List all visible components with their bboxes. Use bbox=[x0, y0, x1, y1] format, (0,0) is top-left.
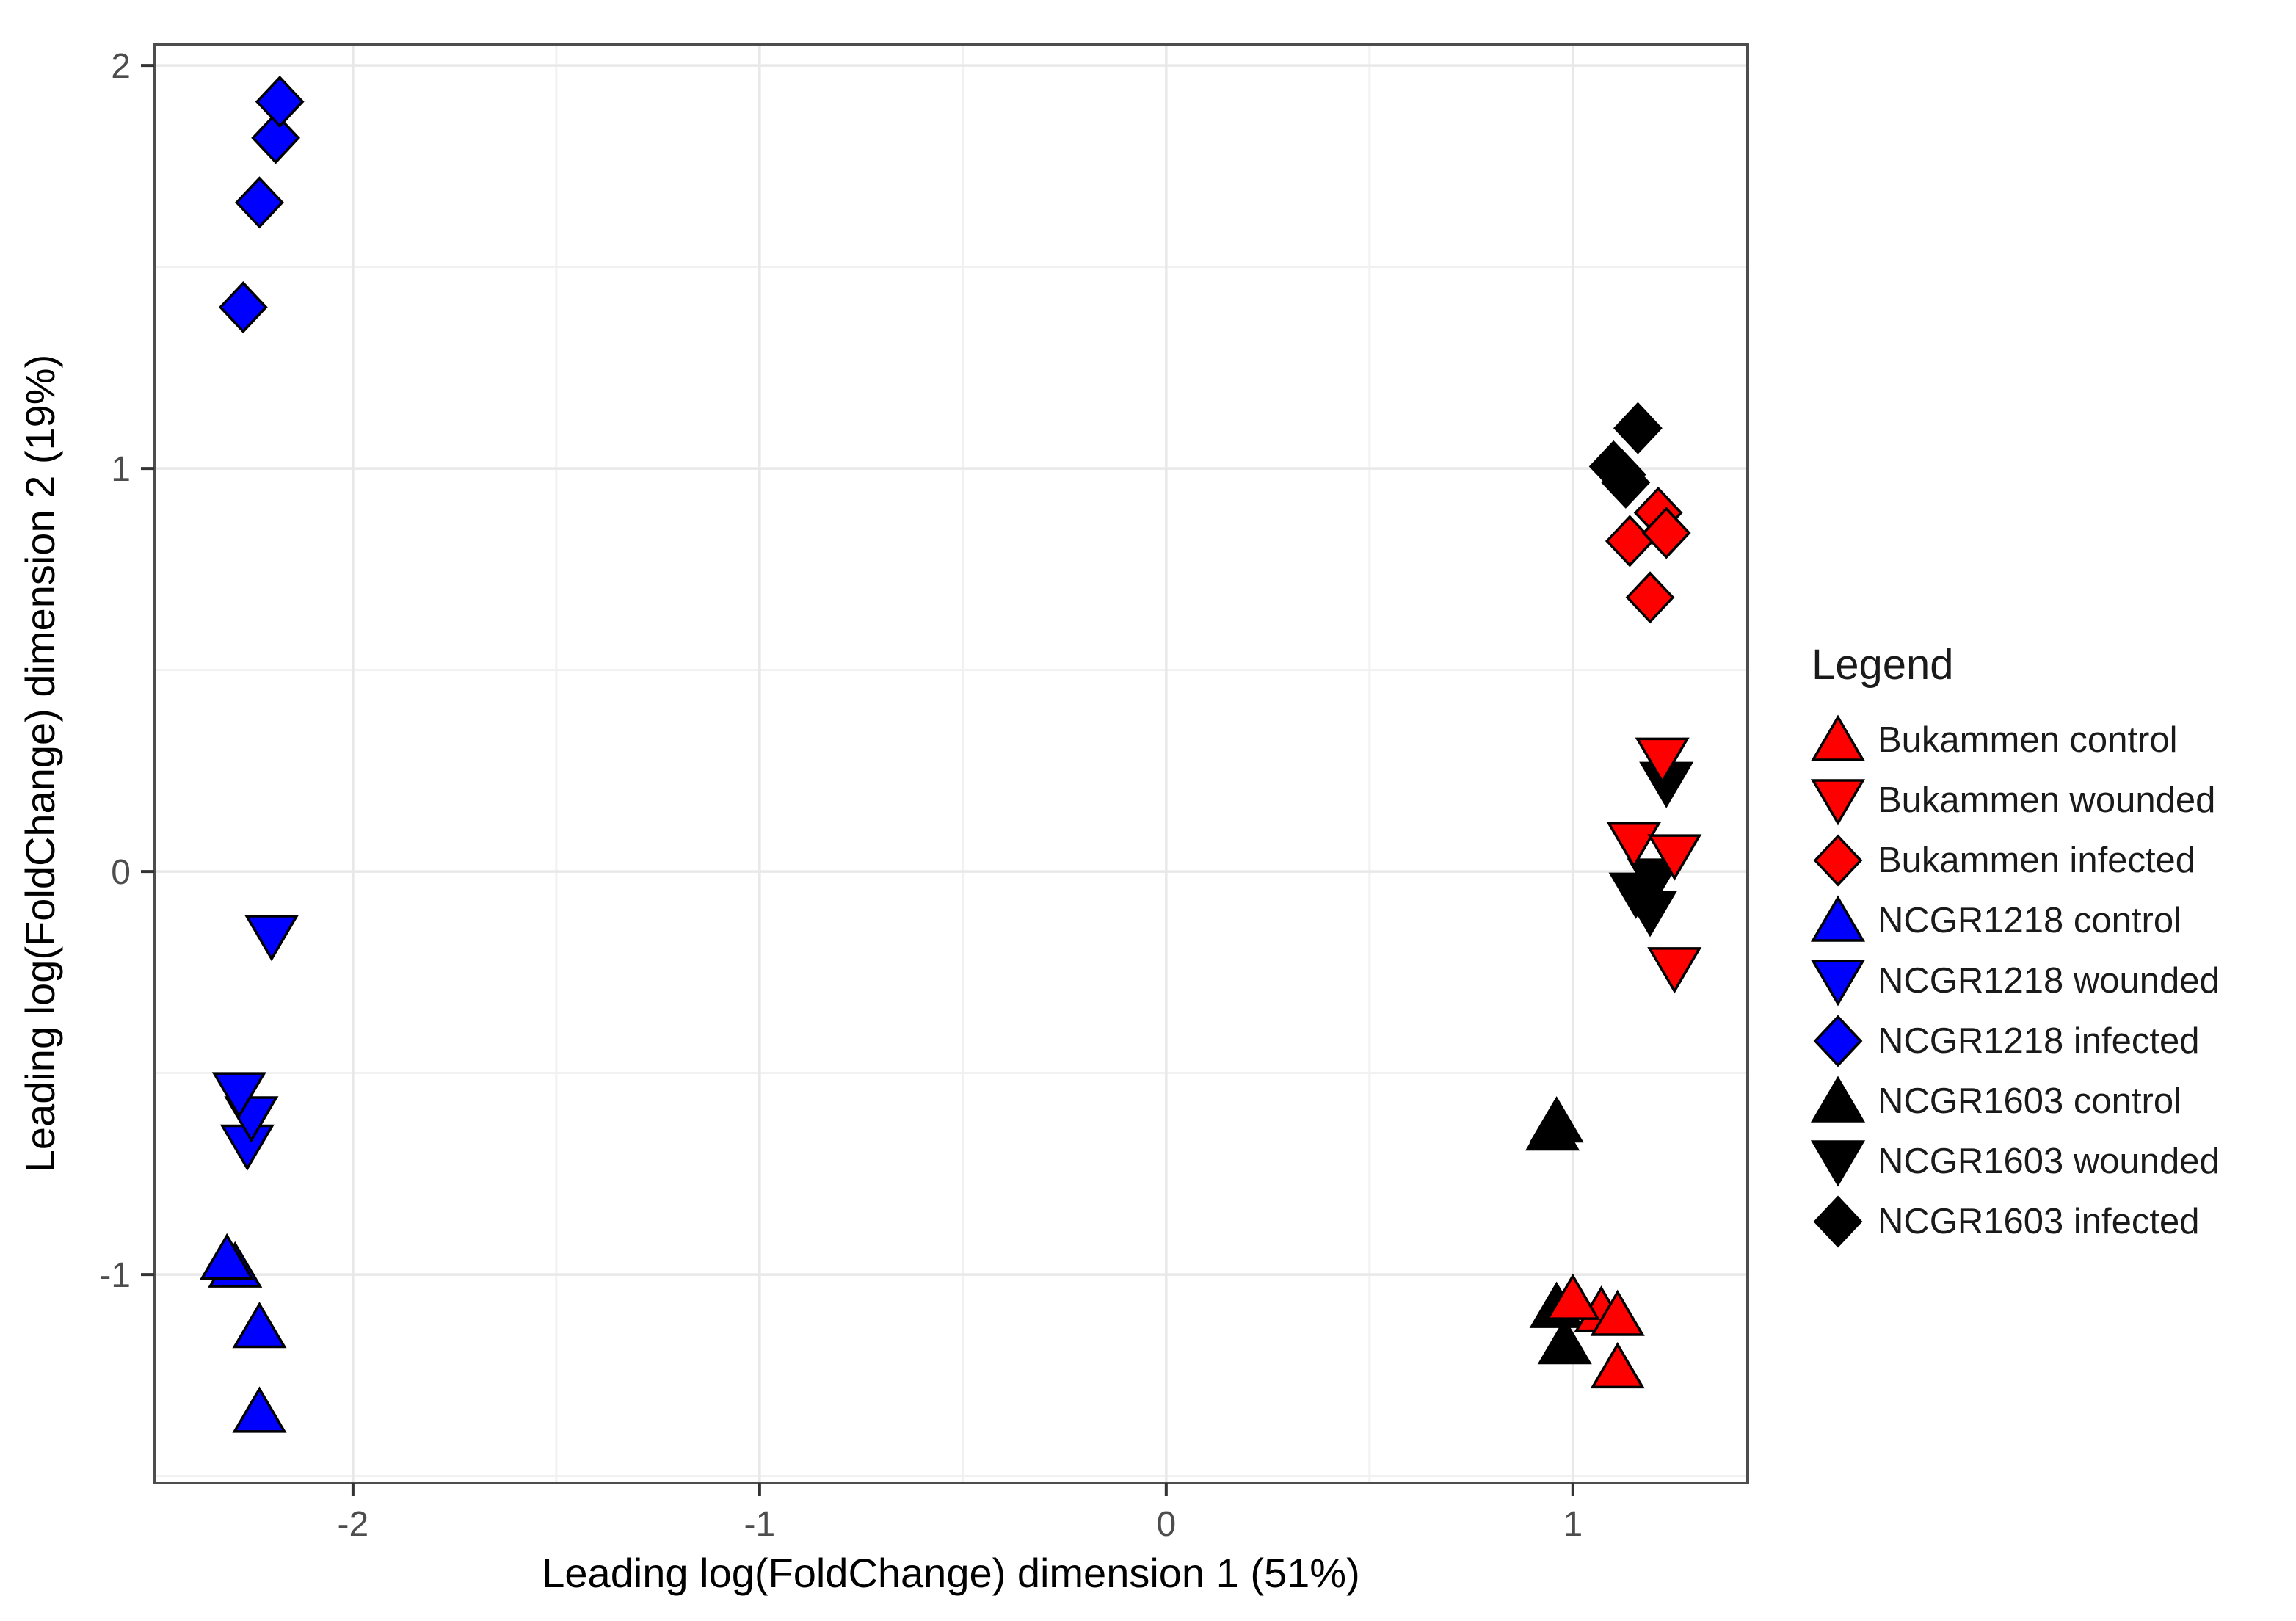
legend-marker-diamond-icon bbox=[1813, 834, 1863, 887]
legend-marker-triangle-up-icon bbox=[1810, 895, 1866, 942]
legend-marker-triangle-up-icon bbox=[1810, 714, 1866, 761]
legend-item: NCGR1218 wounded bbox=[1807, 951, 2292, 1011]
data-point-bukammen-wounded bbox=[1606, 822, 1661, 869]
x-axis-title: Leading log(FoldChange) dimension 1 (51%… bbox=[542, 1550, 1359, 1596]
legend-item-label: Bukammen control bbox=[1878, 720, 2178, 760]
data-point-bukammen-wounded bbox=[1647, 834, 1702, 881]
legend-diamond-icon bbox=[1813, 834, 1863, 887]
legend-diamond-icon bbox=[1813, 1015, 1863, 1067]
panel-border bbox=[153, 43, 1749, 1484]
legend-marker-diamond-icon bbox=[1813, 1015, 1863, 1067]
legend-item-label: NCGR1218 control bbox=[1878, 901, 2181, 940]
data-point-ncgr1218-infected bbox=[218, 280, 268, 334]
data-point-ncgr1218-control bbox=[232, 1386, 287, 1433]
legend-items: Bukammen control Bukammen wounded Bukammen… bbox=[1807, 710, 2292, 1252]
data-point-ncgr1603-control bbox=[1529, 1096, 1584, 1143]
x-tick-label: 1 bbox=[1563, 1505, 1583, 1544]
x-tick-label: -2 bbox=[338, 1505, 369, 1544]
legend-diamond-icon bbox=[1813, 1195, 1863, 1248]
legend-item-label: NCGR1218 wounded bbox=[1878, 961, 2220, 1001]
legend-triangle-down-icon bbox=[1810, 779, 1866, 826]
legend-item: Bukammen infected bbox=[1807, 830, 2292, 891]
legend-item: NCGR1603 wounded bbox=[1807, 1131, 2292, 1192]
legend-marker-diamond-icon bbox=[1813, 1195, 1863, 1248]
data-point-ncgr1603-infected bbox=[1613, 402, 1663, 454]
y-tick-label: -1 bbox=[99, 1256, 131, 1295]
legend-item-label: NCGR1603 infected bbox=[1878, 1202, 2200, 1241]
legend-item-label: NCGR1603 control bbox=[1878, 1081, 2181, 1121]
x-tick-label: 0 bbox=[1156, 1505, 1176, 1544]
legend-marker-triangle-down-icon bbox=[1810, 960, 1866, 1007]
y-tick-label: 2 bbox=[111, 47, 131, 86]
x-tick-label: -1 bbox=[744, 1505, 776, 1544]
legend-item: NCGR1218 infected bbox=[1807, 1011, 2292, 1071]
legend-item-label: Bukammen wounded bbox=[1878, 780, 2216, 820]
data-point-ncgr1603-wounded bbox=[1622, 891, 1678, 938]
legend-marker-triangle-down-icon bbox=[1810, 779, 1866, 826]
data-point-ncgr1218-infected bbox=[235, 176, 284, 229]
data-point-bukammen-control bbox=[1545, 1273, 1600, 1320]
data-point-bukammen-wounded bbox=[1635, 737, 1690, 784]
legend-triangle-up-icon bbox=[1810, 895, 1866, 942]
y-tick-label: 0 bbox=[111, 853, 131, 892]
legend-item-label: NCGR1218 infected bbox=[1878, 1021, 2200, 1061]
legend-triangle-up-icon bbox=[1810, 1076, 1866, 1123]
legend-item: Bukammen control bbox=[1807, 710, 2292, 770]
legend-item: Bukammen wounded bbox=[1807, 770, 2292, 830]
y-tick-label: 1 bbox=[111, 450, 131, 489]
legend-triangle-down-icon bbox=[1810, 960, 1866, 1007]
data-point-bukammen-wounded bbox=[1647, 947, 1702, 994]
legend-item: NCGR1218 control bbox=[1807, 891, 2292, 951]
y-axis-title: Leading log(FoldChange) dimension 2 (19%… bbox=[17, 355, 63, 1172]
legend-title: Legend bbox=[1812, 641, 1954, 689]
data-point-bukammen-control bbox=[1590, 1341, 1645, 1389]
data-point-bukammen-control bbox=[1590, 1289, 1645, 1336]
legend-marker-triangle-down-icon bbox=[1810, 1140, 1866, 1187]
legend-item: NCGR1603 control bbox=[1807, 1071, 2292, 1131]
legend-item-label: NCGR1603 wounded bbox=[1878, 1142, 2220, 1181]
legend: Legend Bukammen control Bukammen wounded B… bbox=[1807, 640, 2292, 1252]
legend-item: NCGR1603 infected bbox=[1807, 1192, 2292, 1252]
data-point-ncgr1603-infected bbox=[1596, 448, 1646, 501]
legend-item-label: Bukammen infected bbox=[1878, 841, 2196, 880]
data-point-ncgr1218-wounded bbox=[211, 1072, 266, 1119]
data-point-ncgr1218-infected bbox=[251, 112, 301, 164]
data-point-ncgr1218-infected bbox=[255, 75, 305, 128]
plot-panel bbox=[154, 44, 1748, 1483]
data-point-bukammen-infected bbox=[1641, 507, 1691, 559]
data-point-ncgr1603-control bbox=[1537, 1318, 1592, 1365]
data-point-ncgr1218-control bbox=[232, 1302, 287, 1349]
data-point-bukammen-infected bbox=[1625, 571, 1675, 624]
legend-triangle-down-icon bbox=[1810, 1140, 1866, 1187]
legend-triangle-up-icon bbox=[1810, 714, 1866, 761]
legend-marker-triangle-up-icon bbox=[1810, 1076, 1866, 1123]
data-point-ncgr1218-control bbox=[200, 1233, 255, 1280]
data-point-ncgr1218-wounded bbox=[244, 915, 299, 962]
